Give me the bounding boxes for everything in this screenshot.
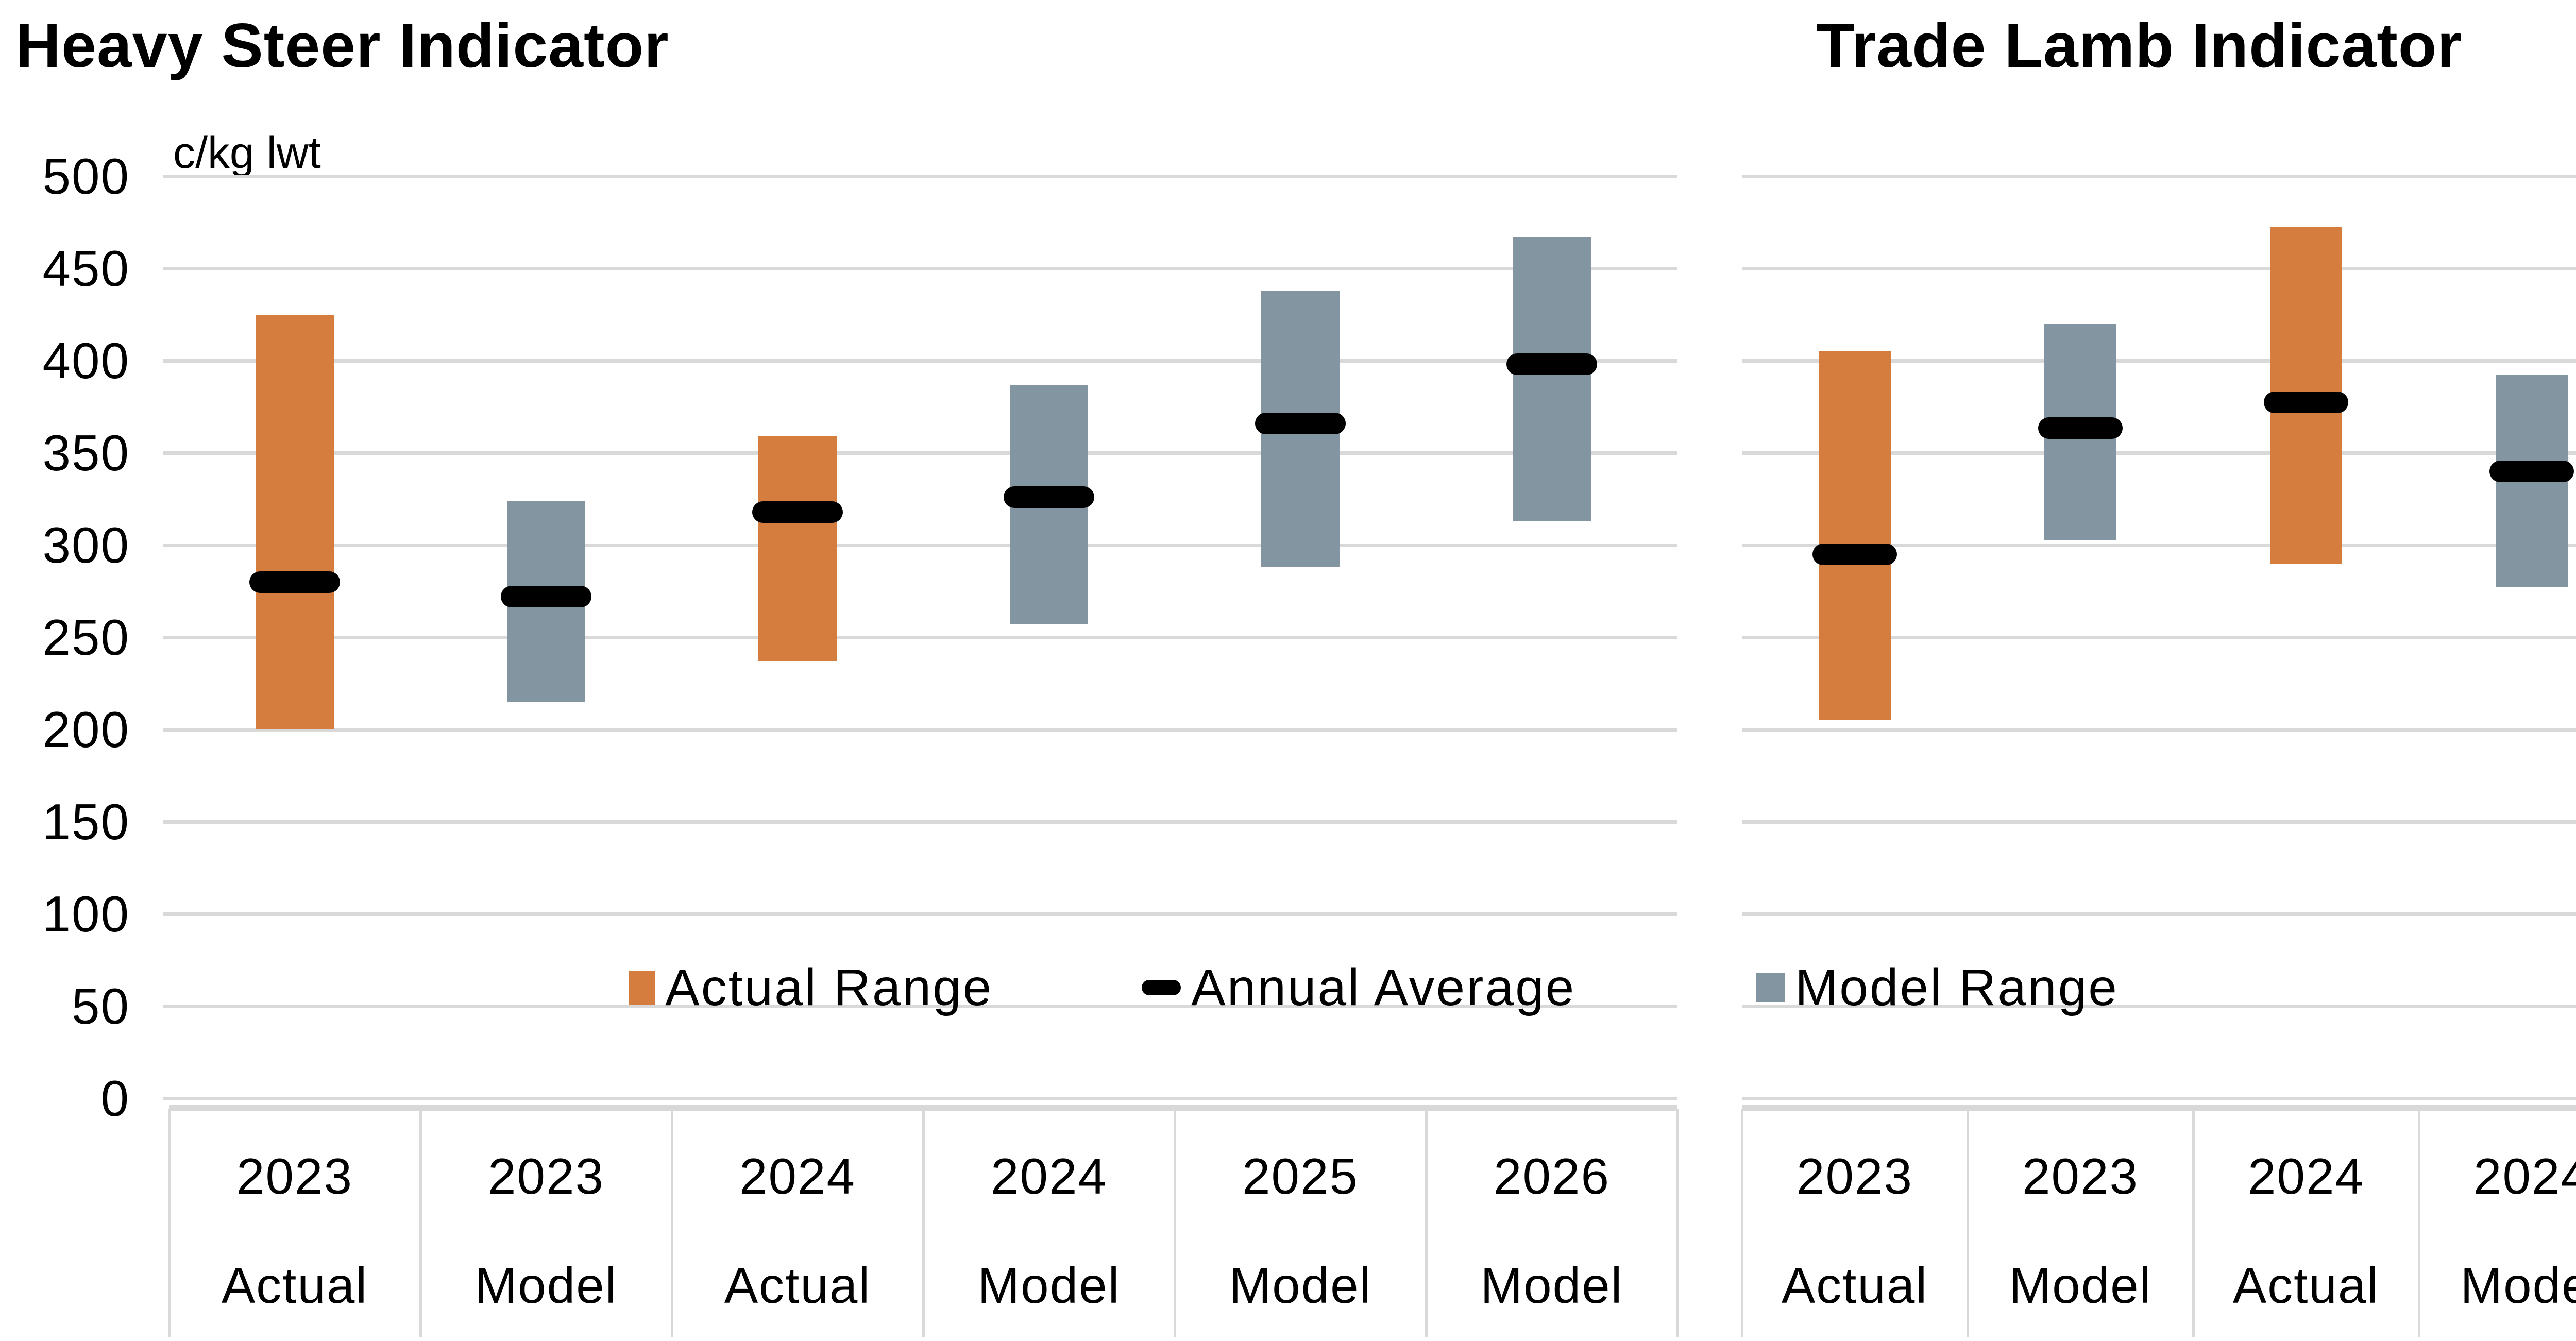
x-axis-year-label: 2026 (1493, 1148, 1610, 1204)
gridline-1000 (1742, 175, 2576, 178)
annual-average-swatch-icon (1142, 980, 1181, 995)
gridline-700 (1742, 451, 2576, 455)
x-axis-year-label: 2023 (487, 1148, 604, 1204)
gridline-800 (1742, 359, 2576, 363)
gridline-50 (163, 1005, 1677, 1008)
x-axis-kind-label: Actual (1781, 1257, 1928, 1314)
gridline-600 (1742, 544, 2576, 547)
x-axis-year-label: 2024 (990, 1148, 1107, 1204)
x-axis-year-label: 2024 (2473, 1148, 2576, 1204)
legend-label-model-range: Model Range (1795, 959, 2119, 1016)
legend-label-annual-average: Annual Average (1191, 959, 1576, 1016)
annual-average-marker-2023 (1812, 543, 1897, 565)
annual-average-marker-2024 (2489, 460, 2574, 482)
x-axis-kind-label: Actual (2232, 1257, 2380, 1314)
category-separator (1741, 1109, 1743, 1337)
x-axis-kind-label: Model (1229, 1257, 1372, 1314)
annual-average-marker-2023 (501, 586, 591, 608)
annual-average-marker-2024 (2264, 391, 2348, 413)
category-separator (1174, 1109, 1176, 1337)
x-axis-year-label: 2023 (2022, 1148, 2139, 1204)
legend-item-annual-average: Annual Average (1142, 957, 1575, 1019)
gridline-500 (163, 175, 1677, 178)
gridline-0 (1742, 1097, 2576, 1100)
x-axis-year-label: 2024 (2247, 1148, 2364, 1204)
x-axis-year-label: 2023 (236, 1148, 353, 1204)
gridline-300 (1742, 820, 2576, 824)
category-separator (922, 1109, 925, 1337)
legend-item-model-range: Model Range (1756, 957, 2119, 1019)
category-separator (2192, 1109, 2195, 1337)
chart-title-trade-lamb: Trade Lamb Indicator (1816, 10, 2462, 80)
category-separator (2418, 1109, 2420, 1337)
y-axis-tick-label: 400 (42, 332, 130, 389)
model-range-bar-2026 (1513, 237, 1591, 521)
y-axis-tick-label: 350 (42, 425, 130, 481)
y-axis-tick-label: 0 (100, 1070, 130, 1127)
x-axis-kind-label: Model (977, 1257, 1121, 1314)
actual-range-swatch-icon (629, 971, 655, 1005)
annual-average-marker-2023 (249, 571, 340, 593)
category-separator (419, 1109, 422, 1337)
legend-label-actual-range: Actual Range (665, 959, 993, 1016)
gridline-200 (163, 728, 1677, 732)
gridline-400 (163, 359, 1677, 363)
y-axis-tick-label: 450 (42, 240, 130, 297)
gridline-0 (163, 1097, 1677, 1100)
gridline-150 (163, 820, 1677, 824)
y-axis-tick-label: 200 (42, 701, 130, 758)
gridline-300 (163, 544, 1677, 547)
gridline-900 (1742, 267, 2576, 270)
y-axis-unit-label-lwt: c/kg lwt (173, 128, 321, 178)
annual-average-marker-2025 (1255, 412, 1346, 434)
x-axis-line (169, 1105, 1677, 1111)
category-separator (1676, 1109, 1679, 1337)
chart-title-heavy-steer: Heavy Steer Indicator (15, 10, 669, 80)
y-axis-tick-label: 150 (42, 793, 130, 850)
y-axis-tick-label: 100 (42, 886, 130, 942)
gridline-100 (163, 912, 1677, 916)
gridline-400 (1742, 728, 2576, 732)
annual-average-marker-2026 (1506, 353, 1597, 376)
x-axis-year-label: 2024 (739, 1148, 856, 1204)
annual-average-marker-2023 (2038, 417, 2123, 439)
category-separator (671, 1109, 673, 1337)
actual-range-bar-2023 (256, 314, 334, 729)
gridline-350 (163, 451, 1677, 455)
actual-range-bar-2023 (1819, 351, 1891, 721)
x-axis-line (1742, 1105, 2576, 1111)
y-axis-tick-label: 50 (71, 978, 130, 1034)
model-range-swatch-icon (1756, 973, 1785, 1002)
actual-range-bar-2024 (758, 436, 837, 661)
gridline-250 (163, 636, 1677, 639)
gridline-450 (163, 267, 1677, 270)
y-axis-tick-label: 250 (42, 609, 130, 666)
gridline-200 (1742, 912, 2576, 916)
x-axis-kind-label: Actual (724, 1257, 871, 1314)
annual-average-marker-2024 (1004, 486, 1094, 508)
y-axis-tick-label: 500 (42, 148, 130, 205)
legend-item-actual-range: Actual Range (629, 957, 993, 1019)
x-axis-year-label: 2025 (1242, 1148, 1359, 1204)
category-separator (1425, 1109, 1428, 1337)
x-axis-kind-label: Model (2009, 1257, 2152, 1314)
category-separator (1967, 1109, 1969, 1337)
x-axis-kind-label: Model (474, 1257, 618, 1314)
annual-average-marker-2024 (752, 501, 843, 523)
gridline-500 (1742, 636, 2576, 639)
x-axis-kind-label: Model (1480, 1257, 1623, 1314)
y-axis-tick-label: 300 (42, 517, 130, 573)
x-axis-kind-label: Model (2460, 1257, 2576, 1314)
gridline-100 (1742, 1005, 2576, 1008)
category-separator (168, 1109, 171, 1337)
x-axis-year-label: 2023 (1796, 1148, 1913, 1204)
x-axis-kind-label: Actual (221, 1257, 368, 1314)
